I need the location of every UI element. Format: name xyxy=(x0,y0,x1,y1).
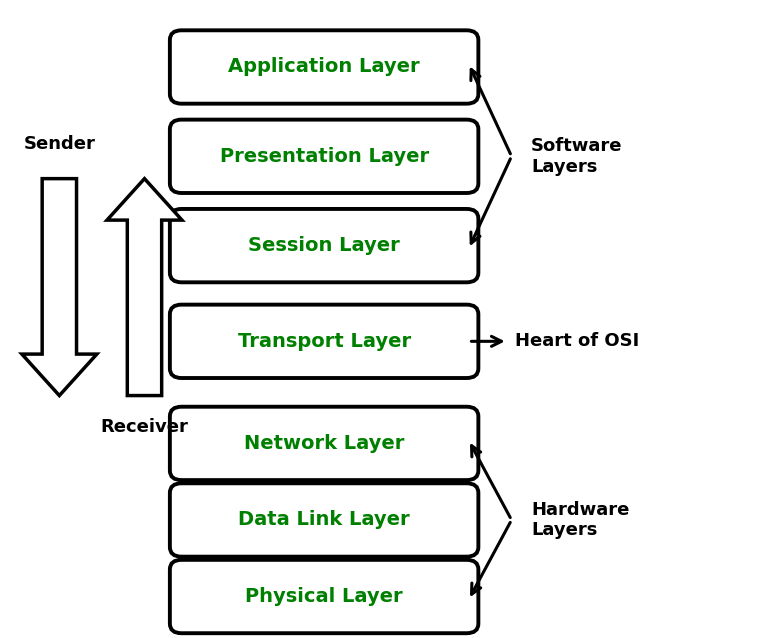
Polygon shape xyxy=(22,179,97,396)
Text: Presentation Layer: Presentation Layer xyxy=(219,147,429,166)
Text: Session Layer: Session Layer xyxy=(248,236,400,255)
Text: Network Layer: Network Layer xyxy=(244,434,405,453)
FancyBboxPatch shape xyxy=(169,30,478,103)
Polygon shape xyxy=(107,179,182,396)
FancyBboxPatch shape xyxy=(169,209,478,282)
Text: Sender: Sender xyxy=(23,135,95,153)
Text: Data Link Layer: Data Link Layer xyxy=(238,510,410,530)
FancyBboxPatch shape xyxy=(169,407,478,480)
FancyBboxPatch shape xyxy=(169,484,478,556)
Text: Heart of OSI: Heart of OSI xyxy=(515,332,640,350)
Text: Hardware
Layers: Hardware Layers xyxy=(531,501,629,539)
Text: Transport Layer: Transport Layer xyxy=(237,332,411,351)
Text: Application Layer: Application Layer xyxy=(228,57,420,77)
FancyBboxPatch shape xyxy=(169,560,478,633)
Text: Physical Layer: Physical Layer xyxy=(245,587,403,606)
FancyBboxPatch shape xyxy=(169,120,478,193)
Text: Software
Layers: Software Layers xyxy=(531,137,622,175)
Text: Receiver: Receiver xyxy=(101,418,188,436)
FancyBboxPatch shape xyxy=(169,304,478,378)
